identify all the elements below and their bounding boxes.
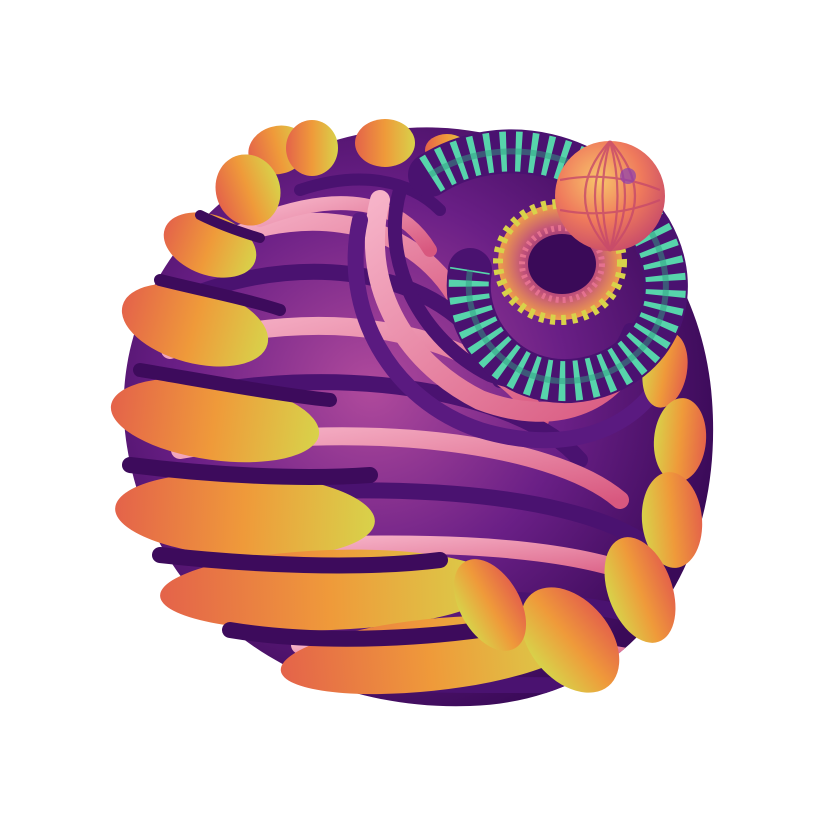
teal-ringed-tube (408, 129, 688, 404)
outer-pill-band-right (453, 332, 707, 693)
striped-orb (555, 140, 665, 252)
